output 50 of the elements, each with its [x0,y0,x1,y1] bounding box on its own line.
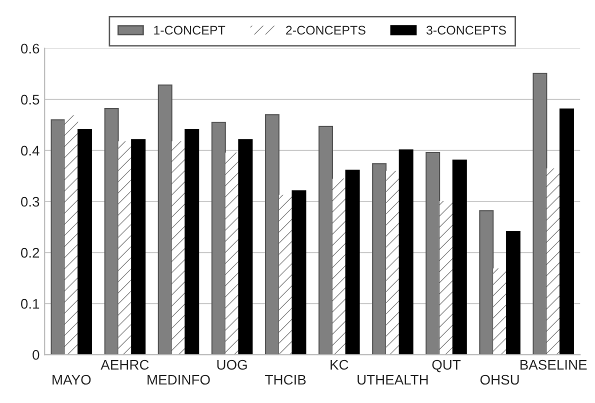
bar [172,141,186,355]
y-tick-label: 0.2 [21,248,40,258]
y-tick-label: 0.5 [21,94,40,105]
bar [184,128,200,355]
bar [332,178,346,355]
bar [131,139,146,355]
bar [318,126,334,355]
bar [559,108,574,355]
x-tick-label: QUT [432,360,461,372]
bar [440,200,453,355]
bar [452,160,467,355]
bar [158,84,172,355]
bar [118,141,132,355]
bar [386,170,400,355]
bar [238,139,253,355]
x-tick-label: MEDINFO [148,374,210,385]
y-tick-label: 0.1 [21,298,40,309]
y-tick-label: 0.3 [21,196,40,207]
x-tick-label: UTHEALTH [358,374,428,385]
x-tick-label: KC [330,360,348,370]
bar [532,72,548,355]
x-tick-label: BASELINE [520,360,587,370]
bar [345,170,360,355]
bar [546,168,560,355]
y-tick-label: 0.6 [21,44,40,54]
bar [264,114,280,355]
legend-label: 2-CONCEPTS [286,26,366,35]
legend-label: 1-CONCEPT [154,26,226,35]
x-tick-label: UOG [217,360,247,370]
x-tick-label: AEHRC [100,360,149,370]
bar [50,119,66,355]
bar [292,190,306,355]
x-tick-label: OHSU [480,374,519,385]
x-tick-label: MAYO [52,374,91,385]
bar [104,108,119,355]
bar [372,163,387,355]
bar [211,122,226,355]
bar [225,152,239,355]
bar [426,152,440,355]
legend-label: 3-CONCEPTS [426,26,506,35]
bar [278,194,292,355]
x-tick-label: THCIB [265,374,306,385]
bar [64,115,78,355]
bar [479,210,494,355]
bar [78,128,92,355]
bar [398,149,414,355]
y-tick-label: 0 [32,350,40,360]
bar [493,268,506,355]
bar [506,231,520,355]
y-tick-label: 0.4 [21,146,40,156]
